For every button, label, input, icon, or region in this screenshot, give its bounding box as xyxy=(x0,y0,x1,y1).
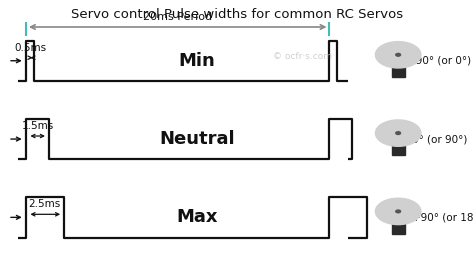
Text: Servo control Pulse widths for common RC Servos: Servo control Pulse widths for common RC… xyxy=(71,8,403,21)
Text: 1.5ms: 1.5ms xyxy=(22,121,54,131)
Ellipse shape xyxy=(396,132,401,134)
Ellipse shape xyxy=(375,198,421,225)
Bar xyxy=(392,128,405,155)
Text: 20ms Period: 20ms Period xyxy=(143,12,212,22)
Text: -90° (or 0°): -90° (or 0°) xyxy=(412,56,471,66)
Bar xyxy=(392,207,405,234)
Ellipse shape xyxy=(375,120,421,146)
Text: © ocfr·s.com: © ocfr·s.com xyxy=(273,52,331,61)
Ellipse shape xyxy=(396,210,401,213)
Text: +90° (or 180°): +90° (or 180°) xyxy=(412,212,474,222)
Text: 0.5ms: 0.5ms xyxy=(15,43,47,53)
Text: Max: Max xyxy=(176,208,218,226)
Text: 0° (or 90°): 0° (or 90°) xyxy=(412,134,467,144)
Ellipse shape xyxy=(375,42,421,68)
Text: 2.5ms: 2.5ms xyxy=(28,200,61,210)
Text: Min: Min xyxy=(178,52,215,70)
Ellipse shape xyxy=(396,53,401,56)
Bar xyxy=(392,50,405,77)
Text: Neutral: Neutral xyxy=(159,130,235,148)
